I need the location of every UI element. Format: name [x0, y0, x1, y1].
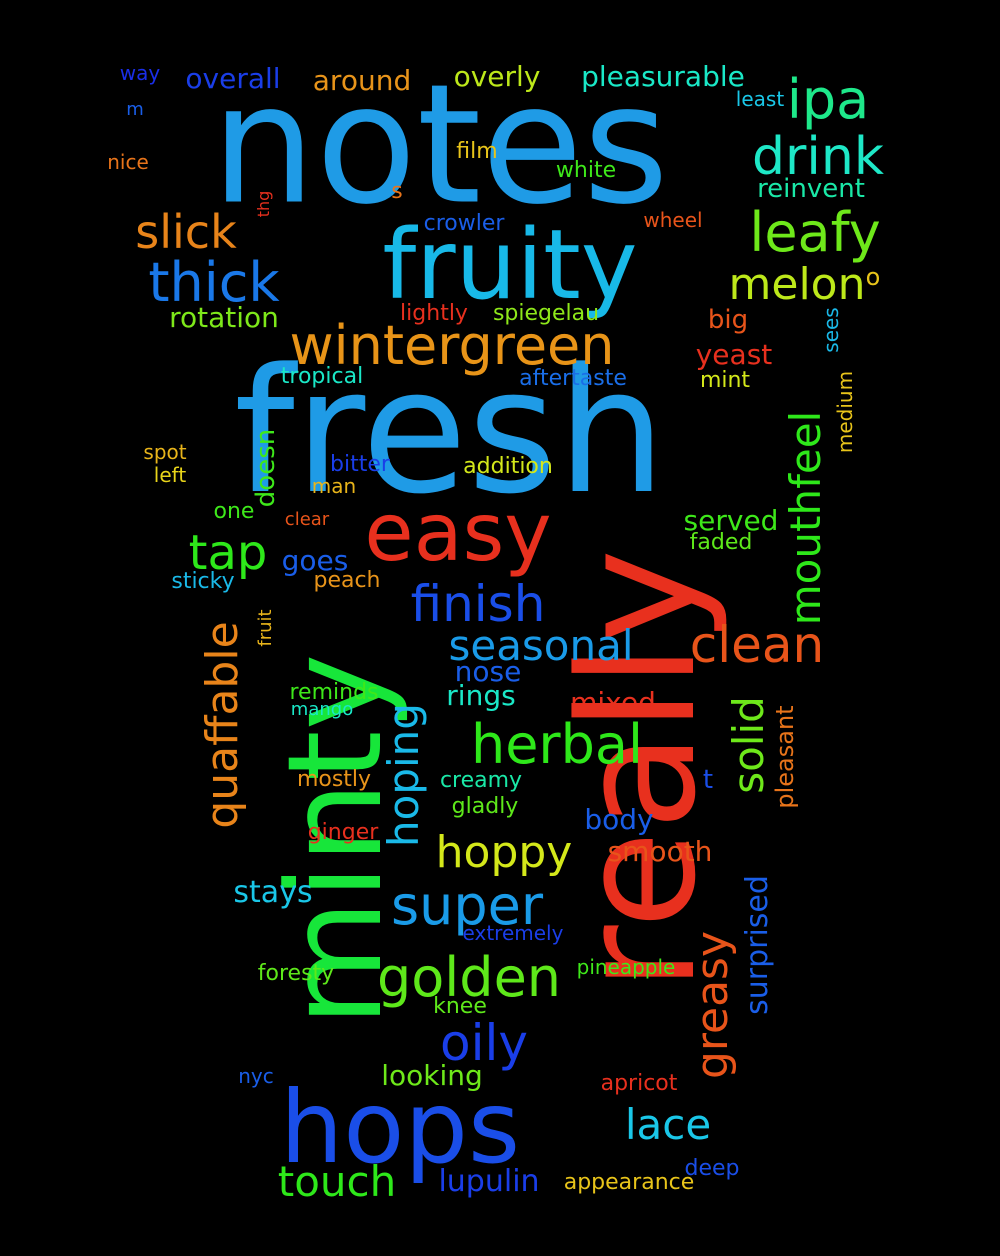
word-reminds: reminds — [289, 680, 379, 705]
word-extremely: extremely — [462, 921, 564, 945]
word-seasonal: seasonal — [448, 621, 634, 670]
word-aftertaste: aftertaste — [519, 366, 627, 391]
word-film: film — [456, 139, 498, 164]
word-mint: mint — [699, 368, 751, 393]
word-man: man — [311, 474, 357, 498]
word-doesn: doesn — [251, 428, 281, 508]
word-pineapple: pineapple — [576, 955, 676, 979]
word-touch: touch — [277, 1157, 397, 1206]
word-s: s — [391, 179, 403, 204]
word-ipa: ipa — [786, 68, 870, 131]
word-around: around — [312, 64, 412, 97]
word-mango: mango — [290, 699, 354, 720]
word-overall: overall — [185, 62, 281, 95]
word-appearance: appearance — [563, 1170, 695, 1195]
word-smooth: smooth — [607, 835, 713, 868]
word-notes: notes — [211, 48, 669, 241]
word-wintergreen: wintergreen — [289, 314, 615, 377]
word-goes: goes — [281, 544, 349, 577]
word-mostly: mostly — [296, 767, 372, 792]
word-ginger: ginger — [307, 820, 379, 845]
word-rotation: rotation — [169, 301, 279, 334]
word-left: left — [153, 463, 187, 487]
word-hops: hops — [279, 1069, 521, 1186]
word-bitter: bitter — [330, 452, 390, 477]
word-sticky: sticky — [171, 569, 235, 594]
word-body: body — [584, 803, 654, 836]
word-overly: overly — [453, 60, 541, 93]
word-deep: deep — [684, 1156, 740, 1181]
word-way: way — [119, 61, 161, 85]
word-gladly: gladly — [451, 794, 519, 819]
word-crowler: crowler — [423, 211, 505, 236]
word-nice: nice — [107, 150, 149, 174]
word-tropical: tropical — [280, 364, 364, 389]
word-sees: sees — [819, 307, 843, 353]
word-apricot: apricot — [600, 1071, 678, 1096]
word-clear: clear — [284, 509, 330, 530]
word-white: white — [555, 158, 617, 183]
word-easy: easy — [364, 486, 552, 579]
word-tap: tap — [188, 525, 268, 581]
word-fruit: fruit — [255, 609, 276, 647]
word-foresty: foresty — [257, 961, 335, 986]
word-big: big — [707, 305, 749, 335]
word-mixed: mixed — [570, 686, 656, 719]
word-surprised: surprised — [740, 875, 775, 1015]
word-served: served — [683, 504, 779, 537]
word-t: t — [702, 765, 714, 795]
word-lace: lace — [624, 1100, 712, 1149]
word-nyc: nyc — [238, 1064, 274, 1088]
word-clean: clean — [689, 616, 825, 674]
word-lupulin: lupulin — [438, 1164, 540, 1199]
word-fruity: fruity — [382, 209, 638, 321]
word-pleasant: pleasant — [771, 705, 799, 809]
word-peach: peach — [313, 568, 381, 593]
word-super: super — [390, 874, 544, 937]
word-lightly: lightly — [400, 301, 468, 326]
word-reinvent: reinvent — [757, 174, 865, 204]
word-thick: thick — [148, 251, 280, 314]
word-nose: nose — [454, 655, 522, 688]
word-m: m — [126, 99, 144, 120]
word-thg: thg — [254, 190, 273, 218]
word-spiegelau: spiegelau — [492, 301, 600, 326]
word-addition: addition — [463, 454, 553, 479]
word-drink: drink — [752, 127, 884, 187]
word-fresh: fresh — [234, 331, 666, 532]
word-knee: knee — [433, 994, 487, 1019]
word-yeast: yeast — [695, 338, 773, 371]
word-hoping: hoping — [379, 703, 428, 847]
word-one: one — [213, 499, 255, 524]
word-oily: oily — [440, 1014, 528, 1072]
word-finish: finish — [410, 575, 546, 633]
word-medium: medium — [833, 370, 857, 454]
word-rings: rings — [446, 679, 516, 712]
word-least: least — [735, 87, 785, 111]
word-melon: melon — [728, 259, 866, 310]
word-spot: spot — [143, 440, 187, 464]
word-pleasurable: pleasurable — [581, 60, 745, 93]
word-wheel: wheel — [643, 208, 703, 232]
word-greasy: greasy — [687, 930, 738, 1080]
word-faded: faded — [689, 530, 753, 555]
word-herbal: herbal — [470, 713, 644, 776]
word-stays: stays — [233, 875, 313, 910]
word-solid: solid — [724, 696, 773, 794]
word-leafy: leafy — [749, 201, 881, 264]
word-quaffable: quaffable — [197, 621, 248, 829]
word-slick: slick — [135, 205, 237, 259]
word-looking: looking — [381, 1059, 483, 1092]
word-mouthfeel: mouthfeel — [781, 410, 830, 626]
word-golden: golden — [376, 946, 562, 1009]
word-creamy: creamy — [439, 768, 523, 793]
word-o: o — [865, 263, 881, 291]
word-hoppy: hoppy — [435, 827, 573, 878]
